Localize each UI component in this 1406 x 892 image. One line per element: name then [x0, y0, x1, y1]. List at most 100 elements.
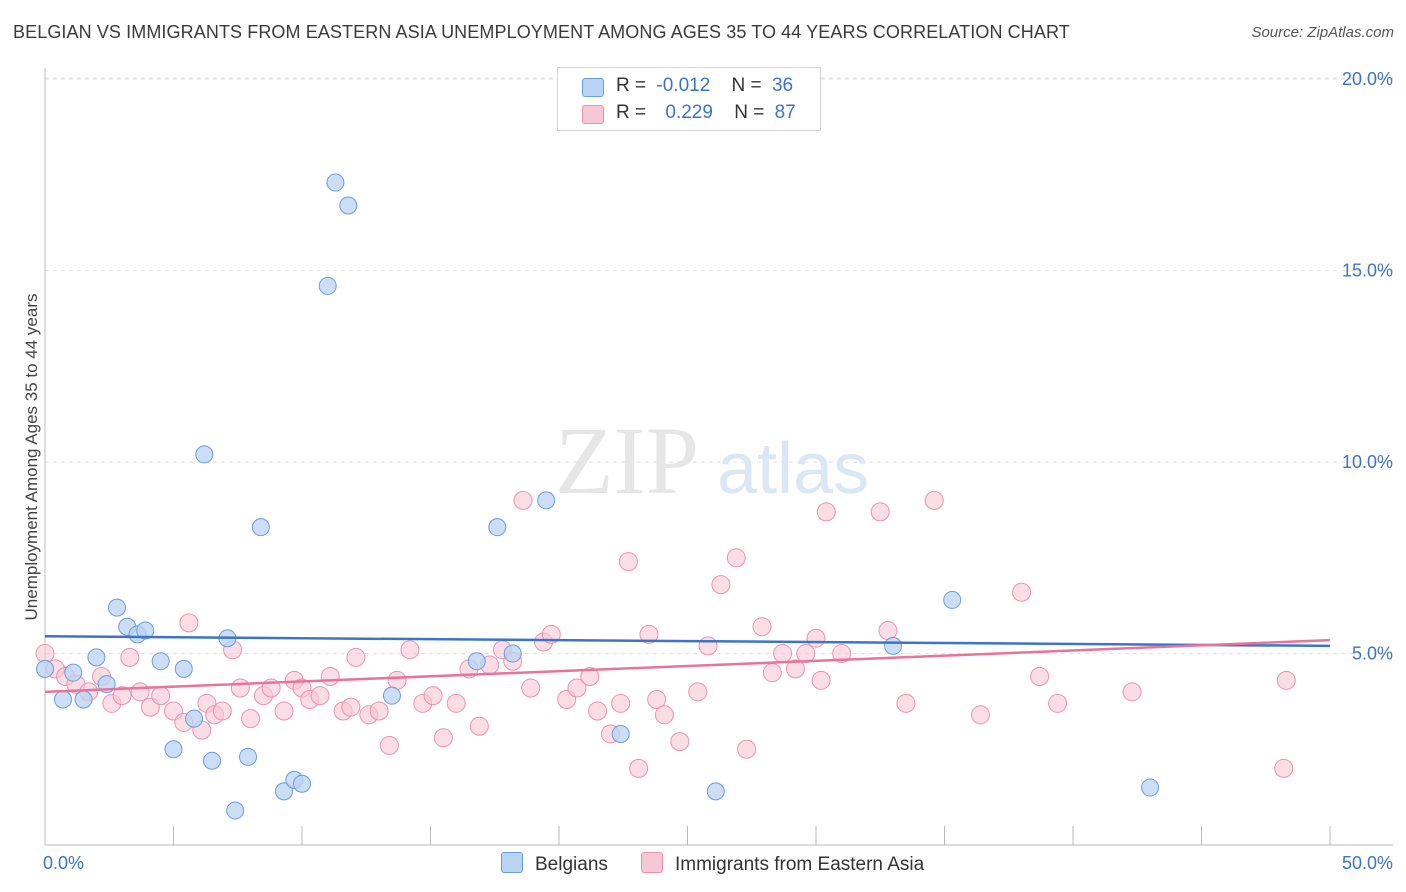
stats-legend: R = -0.012 N = 36 R = 0.229 N = 87 — [557, 67, 821, 131]
belgian-point — [339, 196, 358, 215]
legend-r-value: 0.229 — [665, 102, 713, 123]
asia-point — [241, 709, 261, 729]
bottom-legend-asia: Immigrants from Eastern Asia — [641, 852, 924, 876]
belgian-point — [195, 445, 214, 464]
asia-point — [924, 490, 944, 510]
belgian-point — [275, 782, 294, 801]
series-belgians-points — [36, 173, 1160, 820]
asia-point — [670, 732, 690, 752]
asia-point — [369, 701, 389, 721]
asia-point — [618, 552, 638, 572]
asia-point — [726, 548, 746, 568]
x-tick-label: 0.0% — [43, 853, 84, 873]
belgian-point — [611, 724, 630, 743]
asia-point — [179, 613, 199, 633]
asia-point — [611, 693, 631, 713]
belgian-point — [151, 652, 170, 671]
asia-point — [1122, 682, 1142, 702]
asia-point — [1274, 758, 1294, 778]
belgian-point — [107, 598, 126, 617]
bottom-legend-belgians: Belgians — [501, 852, 608, 876]
belgian-point — [943, 590, 962, 609]
belgian-point — [251, 518, 270, 537]
legend-n-label: N = — [734, 102, 765, 123]
asia-point — [811, 670, 831, 690]
belgian-point — [174, 659, 193, 678]
belgian-point — [36, 659, 54, 678]
legend-r-label: R = — [616, 75, 647, 96]
asia-point — [773, 644, 793, 664]
asia-point — [639, 624, 659, 644]
watermark: ZIP atlas — [555, 407, 869, 514]
belgian-point — [884, 636, 903, 655]
belgians-legend-swatch — [501, 852, 523, 873]
belgian-point — [164, 740, 183, 759]
y-tick-label: 5.0% — [1352, 644, 1393, 664]
asia-point — [212, 701, 232, 721]
belgian-point — [136, 621, 155, 640]
asia-point — [970, 705, 990, 725]
asia-point — [341, 697, 361, 717]
asia-point — [379, 735, 399, 755]
asia-point — [698, 636, 718, 656]
asia-point — [320, 667, 340, 687]
asia-point — [1048, 693, 1068, 713]
legend-r-value: -0.012 — [656, 75, 711, 96]
asia-point — [896, 693, 916, 713]
watermark-zip: ZIP — [555, 407, 699, 514]
asia-point — [310, 686, 330, 706]
y-tick-label: 20.0% — [1342, 69, 1393, 89]
asia-point — [647, 689, 667, 709]
asia-point — [433, 728, 453, 748]
series-asia-points — [35, 490, 1296, 778]
asia-point — [469, 716, 489, 736]
asia-point — [737, 739, 757, 759]
asia-point — [1030, 667, 1050, 687]
asia-point — [446, 693, 466, 713]
asia-point — [878, 621, 898, 641]
belgian-point — [537, 491, 556, 510]
belgians-trend-line — [44, 635, 1331, 648]
asia-point — [230, 678, 250, 698]
asia-point — [112, 686, 132, 706]
asia-point — [400, 640, 420, 660]
belgian-point — [1141, 778, 1160, 797]
belgians-swatch — [582, 78, 604, 97]
legend-n-label: N = — [731, 75, 762, 96]
axis-labels: 5.0% 10.0% 15.0% 20.0% 0.0% 50.0% Unemployment… — [22, 69, 1393, 873]
asia-point — [120, 647, 140, 667]
belgian-point — [74, 690, 93, 709]
asia-point — [387, 670, 407, 690]
belgians-legend-label: Belgians — [535, 854, 608, 875]
asia-point — [785, 659, 805, 679]
belgian-point — [293, 774, 311, 793]
asia-point — [513, 490, 533, 510]
source-label: Source: ZipAtlas.com — [1251, 24, 1394, 41]
asia-point — [806, 628, 826, 648]
asia-point — [423, 686, 443, 706]
asia-point — [346, 647, 366, 667]
asia-legend-label: Immigrants from Eastern Asia — [675, 854, 925, 875]
asia-point — [654, 705, 674, 725]
asia-point — [832, 644, 852, 664]
belgian-point — [503, 644, 522, 663]
y-tick-label: 15.0% — [1342, 261, 1393, 281]
y-tick-label: 10.0% — [1342, 452, 1393, 472]
asia-point — [796, 644, 816, 664]
belgian-point — [185, 709, 204, 728]
belgian-point — [706, 782, 725, 801]
belgian-point — [467, 652, 486, 671]
belgian-point — [488, 518, 507, 537]
legend-r-label: R = — [616, 102, 647, 123]
asia-point — [688, 682, 708, 702]
belgian-point — [203, 751, 222, 770]
belgian-point — [382, 686, 401, 705]
asia-point — [588, 701, 608, 721]
y-axis-label: Unemployment Among Ages 35 to 44 years — [22, 294, 41, 621]
asia-point — [1276, 670, 1296, 690]
trend-lines — [44, 635, 1331, 694]
axes — [44, 68, 1393, 846]
asia-legend-swatch — [641, 852, 663, 873]
legend-n-value: 36 — [771, 75, 794, 96]
